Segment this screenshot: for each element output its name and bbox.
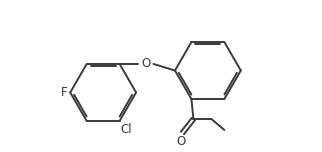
Text: O: O (141, 57, 151, 71)
Text: F: F (61, 86, 68, 99)
Text: Cl: Cl (121, 123, 132, 136)
Text: O: O (176, 135, 185, 148)
